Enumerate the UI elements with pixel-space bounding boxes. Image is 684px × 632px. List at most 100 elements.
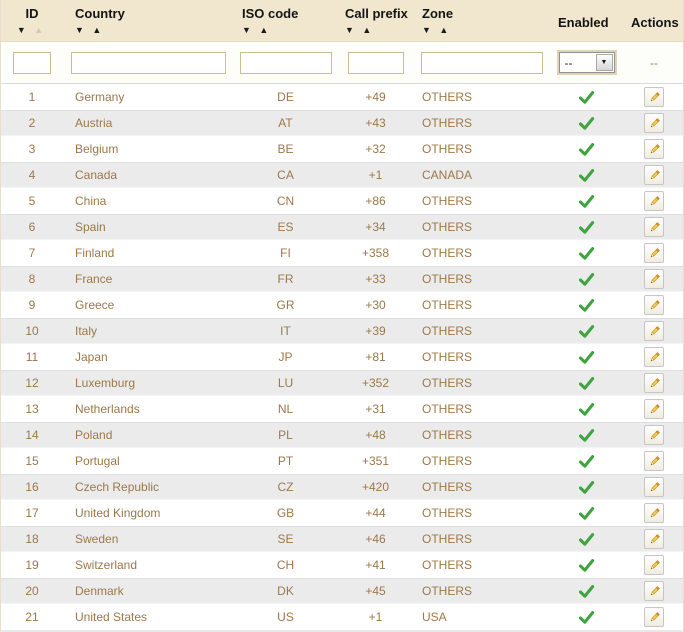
- enabled-check-icon[interactable]: [578, 558, 595, 573]
- edit-pencil-icon: [650, 507, 660, 517]
- filter-iso-code-input[interactable]: [239, 51, 332, 74]
- row-iso-code: JP: [278, 350, 293, 364]
- enabled-check-icon[interactable]: [578, 324, 595, 339]
- row-iso-code: GB: [276, 506, 295, 520]
- edit-button[interactable]: [644, 165, 664, 185]
- edit-button[interactable]: [644, 113, 664, 133]
- row-zone: OTHERS: [422, 298, 473, 312]
- row-iso-code: PT: [277, 454, 294, 468]
- row-zone: OTHERS: [422, 506, 473, 520]
- enabled-check-icon[interactable]: [578, 220, 595, 235]
- edit-pencil-icon: [650, 377, 660, 387]
- enabled-check-icon[interactable]: [578, 272, 595, 287]
- edit-button[interactable]: [644, 555, 664, 575]
- enabled-check-icon[interactable]: [578, 428, 595, 443]
- column-header-label: Actions: [631, 15, 679, 30]
- enabled-check-icon[interactable]: [578, 532, 595, 547]
- edit-button[interactable]: [644, 295, 664, 315]
- edit-button[interactable]: [644, 477, 664, 497]
- row-zone: OTHERS: [422, 350, 473, 364]
- enabled-check-icon[interactable]: [578, 194, 595, 209]
- filter-enabled-select[interactable]: -- ▼: [558, 52, 615, 73]
- sort-desc-icon[interactable]: ▼: [345, 25, 354, 35]
- enabled-check-icon[interactable]: [578, 142, 595, 157]
- row-id: 3: [28, 142, 36, 156]
- column-header-label: Call prefix: [345, 6, 408, 21]
- sort-asc-icon[interactable]: ▲: [92, 25, 102, 35]
- edit-button[interactable]: [644, 399, 664, 419]
- row-country: Greece: [75, 298, 115, 312]
- row-country: Switzerland: [75, 558, 138, 572]
- sort-asc-icon[interactable]: ▲: [362, 25, 372, 35]
- enabled-check-icon[interactable]: [578, 168, 595, 183]
- sort-desc-icon[interactable]: ▼: [242, 25, 251, 35]
- row-id: 15: [25, 454, 39, 468]
- sort-desc-icon[interactable]: ▼: [16, 25, 26, 35]
- edit-button[interactable]: [644, 191, 664, 211]
- edit-button[interactable]: [644, 243, 664, 263]
- edit-pencil-icon: [650, 533, 660, 543]
- sort-desc-icon[interactable]: ▼: [422, 25, 431, 35]
- edit-pencil-icon: [650, 299, 660, 309]
- edit-button[interactable]: [644, 581, 664, 601]
- row-country: United Kingdom: [75, 506, 161, 520]
- row-zone: OTHERS: [422, 402, 473, 416]
- column-header-zone: Zone ▼ ▲: [414, 0, 550, 41]
- enabled-check-icon[interactable]: [578, 584, 595, 599]
- row-call-prefix: +30: [365, 298, 386, 312]
- edit-button[interactable]: [644, 425, 664, 445]
- edit-button[interactable]: [644, 451, 664, 471]
- enabled-check-icon[interactable]: [578, 350, 595, 365]
- sort-desc-icon[interactable]: ▼: [75, 25, 84, 35]
- row-call-prefix: +41: [365, 558, 386, 572]
- sort-asc-icon[interactable]: ▲: [439, 25, 449, 35]
- sort-asc-icon[interactable]: ▲: [259, 25, 269, 35]
- row-id: 9: [28, 298, 36, 312]
- row-id: 4: [28, 168, 36, 182]
- column-header-label: Enabled: [558, 15, 609, 30]
- enabled-check-icon[interactable]: [578, 506, 595, 521]
- enabled-check-icon[interactable]: [578, 246, 595, 261]
- row-call-prefix: +33: [365, 272, 386, 286]
- row-zone: OTHERS: [422, 90, 473, 104]
- enabled-check-icon[interactable]: [578, 298, 595, 313]
- enabled-check-icon[interactable]: [578, 454, 595, 469]
- edit-button[interactable]: [644, 87, 664, 107]
- enabled-check-icon[interactable]: [578, 90, 595, 105]
- row-zone: OTHERS: [422, 584, 473, 598]
- edit-button[interactable]: [644, 139, 664, 159]
- edit-button[interactable]: [644, 529, 664, 549]
- edit-button[interactable]: [644, 347, 664, 367]
- edit-pencil-icon: [650, 481, 660, 491]
- edit-button[interactable]: [644, 373, 664, 393]
- enabled-check-icon[interactable]: [578, 116, 595, 131]
- row-call-prefix: +46: [365, 532, 386, 546]
- enabled-check-icon[interactable]: [578, 376, 595, 391]
- edit-button[interactable]: [644, 321, 664, 341]
- row-call-prefix: +34: [365, 220, 386, 234]
- table-row: 18 Sweden SE +46 OTHERS: [1, 526, 683, 552]
- row-call-prefix: +358: [361, 246, 390, 260]
- edit-pencil-icon: [650, 325, 660, 335]
- row-iso-code: CA: [277, 168, 294, 182]
- edit-pencil-icon: [650, 143, 660, 153]
- sort-asc-icon[interactable]: ▲: [34, 25, 44, 35]
- enabled-check-icon[interactable]: [578, 480, 595, 495]
- enabled-check-icon[interactable]: [578, 402, 595, 417]
- filter-call-prefix-input[interactable]: [347, 51, 404, 74]
- enabled-check-icon[interactable]: [578, 610, 595, 625]
- edit-button[interactable]: [644, 607, 664, 627]
- row-call-prefix: +420: [361, 480, 390, 494]
- filter-country-input[interactable]: [71, 51, 226, 74]
- row-iso-code: SE: [277, 532, 294, 546]
- edit-button[interactable]: [644, 217, 664, 237]
- edit-pencil-icon: [650, 221, 660, 231]
- filter-zone-input[interactable]: [421, 51, 543, 74]
- edit-pencil-icon: [650, 117, 660, 127]
- edit-button[interactable]: [644, 503, 664, 523]
- edit-button[interactable]: [644, 269, 664, 289]
- row-call-prefix: +351: [361, 454, 390, 468]
- row-iso-code: CN: [276, 194, 295, 208]
- filter-id-input[interactable]: [13, 51, 51, 74]
